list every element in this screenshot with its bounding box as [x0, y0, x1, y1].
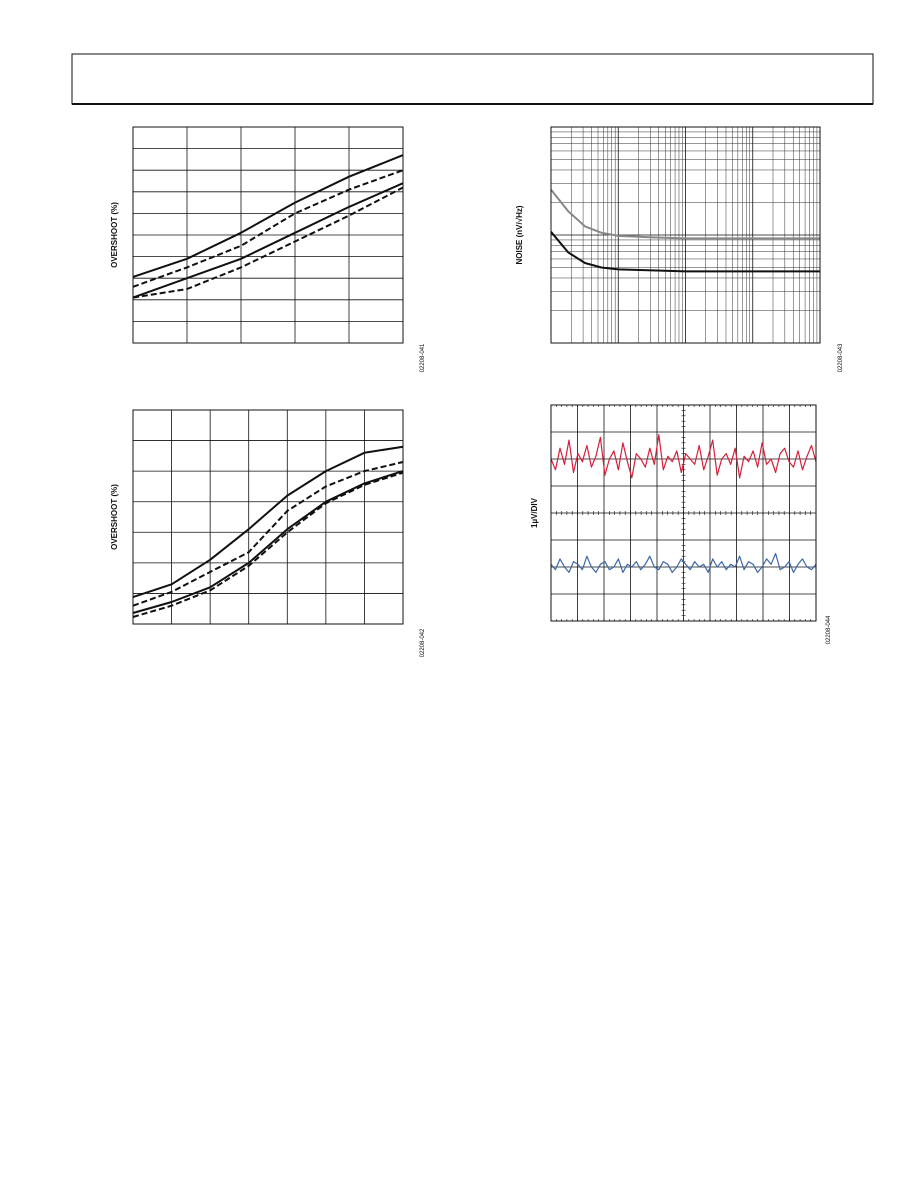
- series-line: [550, 434, 817, 479]
- header-box: [71, 53, 874, 105]
- plot-frame: [132, 409, 404, 625]
- figure-code: 02208-041: [420, 343, 426, 372]
- series-line: [132, 471, 404, 618]
- series-line: [550, 188, 820, 240]
- series-line: [132, 186, 404, 299]
- series-line: [132, 445, 404, 599]
- series-line: [132, 154, 404, 278]
- y-axis-label: 1µV/DIV: [530, 497, 539, 528]
- plot-frame: [550, 404, 817, 622]
- y-axis-label: NOISE (nV/√Hz): [515, 205, 524, 264]
- figure-code: 02208-043: [838, 343, 844, 372]
- series-line: [132, 461, 404, 607]
- series-line: [550, 231, 820, 273]
- y-axis-label: OVERSHOOT (%): [110, 202, 119, 268]
- plot-frame: [550, 126, 821, 344]
- y-axis-label: OVERSHOOT (%): [110, 484, 119, 550]
- figure-code: 02208-044: [826, 615, 832, 644]
- series-line: [132, 169, 404, 288]
- figure-code: 02208-042: [420, 628, 426, 657]
- plot-frame: [132, 126, 404, 344]
- series-line: [132, 182, 404, 299]
- series-line: [132, 470, 404, 614]
- series-line: [550, 552, 817, 573]
